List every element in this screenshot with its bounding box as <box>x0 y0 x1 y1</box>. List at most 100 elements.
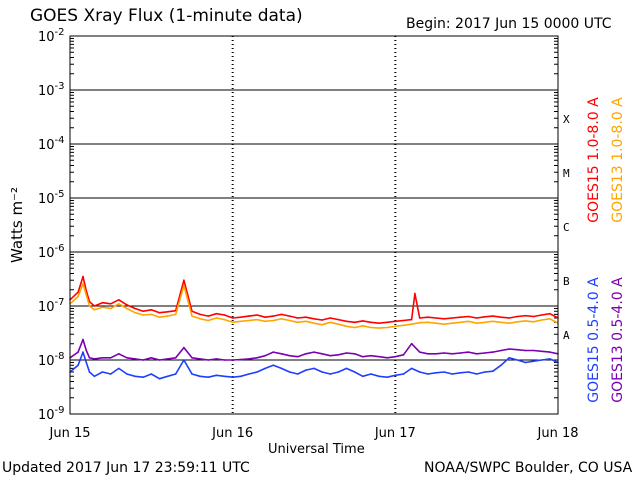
series-point <box>370 321 372 324</box>
series-point <box>82 282 84 285</box>
series-point <box>174 357 177 359</box>
series-point <box>549 358 551 360</box>
updated-timestamp: Updated 2017 Jun 17 23:59:11 UTC <box>2 460 250 476</box>
series-point <box>191 315 193 317</box>
series-point <box>516 321 519 323</box>
series-point <box>516 359 519 361</box>
y-tick-base: 10 <box>38 246 55 261</box>
series-point <box>215 317 218 319</box>
series-point <box>280 353 283 355</box>
series-point <box>362 355 364 358</box>
series-point <box>256 371 258 373</box>
series-point <box>492 351 494 353</box>
series-point <box>508 322 511 325</box>
series-point <box>199 375 201 378</box>
x-tick-label: Jun 15 <box>49 426 91 441</box>
series-point <box>394 374 397 377</box>
y-tick-base: 10 <box>38 300 55 315</box>
series-point <box>288 319 291 322</box>
series-point <box>215 312 218 315</box>
series-point <box>134 311 136 314</box>
y-tick-exponent: -3 <box>55 81 65 92</box>
y-tick-label: 10-7 <box>38 297 65 315</box>
series-point <box>427 373 429 375</box>
series-point <box>516 315 519 318</box>
series-point <box>142 314 144 316</box>
series-point <box>443 371 445 373</box>
series-point <box>484 321 486 324</box>
series-point <box>207 315 210 317</box>
series-point <box>492 320 494 323</box>
series-point <box>524 314 527 317</box>
series-point <box>459 352 462 354</box>
series-point <box>248 315 250 317</box>
series-point <box>272 319 275 322</box>
series-point <box>362 320 364 322</box>
series-point <box>280 367 283 370</box>
x-tick-label: Jun 17 <box>374 426 416 441</box>
series-point <box>77 291 79 294</box>
series-point <box>443 323 445 326</box>
series-point <box>93 358 96 360</box>
series-point <box>183 359 185 361</box>
series-point <box>386 321 389 324</box>
series-point <box>313 351 315 353</box>
series-point <box>410 323 413 326</box>
series-point <box>174 313 177 316</box>
series-point <box>305 320 307 323</box>
y-tick-exponent: -2 <box>55 27 65 38</box>
series-point <box>443 352 445 354</box>
series-point <box>126 357 128 359</box>
y-tick-label: 10-4 <box>38 135 65 153</box>
series-point <box>475 353 478 355</box>
series-point <box>459 372 462 374</box>
series-point <box>305 369 307 371</box>
series-point <box>183 284 185 287</box>
series-point <box>109 303 112 305</box>
series-point <box>345 325 348 328</box>
x-tick-labels: Jun 15 Jun 16 Jun 17 Jun 18 <box>49 426 579 441</box>
series-point <box>118 303 120 305</box>
series-point <box>223 359 226 361</box>
series-point <box>248 358 250 360</box>
series-point <box>500 316 502 319</box>
y-tick-label: 10-3 <box>38 81 65 99</box>
series-point <box>93 309 96 311</box>
flare-class-label: C <box>563 221 570 234</box>
x-tick-label: Jun 18 <box>537 426 579 441</box>
series-point <box>467 320 470 323</box>
series-point <box>150 313 153 316</box>
series-point <box>451 353 454 355</box>
series-point <box>215 358 218 360</box>
flare-class-label: B <box>563 275 570 288</box>
series-point <box>88 371 91 373</box>
series-point <box>305 316 307 319</box>
series-point <box>256 318 258 321</box>
y-tick-base: 10 <box>38 408 55 423</box>
series-point <box>337 354 340 356</box>
series-line-3 <box>69 338 559 361</box>
series-point <box>82 338 84 341</box>
series-point <box>88 357 91 359</box>
series-point <box>532 360 535 363</box>
series-point <box>427 321 429 324</box>
y-tick-label: 10-5 <box>38 189 65 207</box>
series-point <box>199 358 201 360</box>
series-point <box>109 357 112 359</box>
series-point <box>508 348 511 350</box>
series-point <box>296 355 299 358</box>
series-point <box>101 357 104 359</box>
series-point <box>215 374 218 377</box>
series-point <box>231 317 234 319</box>
series-point <box>166 375 169 378</box>
y-axis-title: Watts m⁻² <box>8 187 26 263</box>
y-tick-exponent: -7 <box>55 297 65 308</box>
series-point <box>402 354 405 356</box>
series-point <box>549 318 551 320</box>
series-point <box>337 323 340 326</box>
series-point <box>378 355 380 358</box>
series-point <box>231 376 234 379</box>
series-point <box>386 326 389 329</box>
series-point <box>126 373 128 375</box>
series-point <box>329 354 332 357</box>
